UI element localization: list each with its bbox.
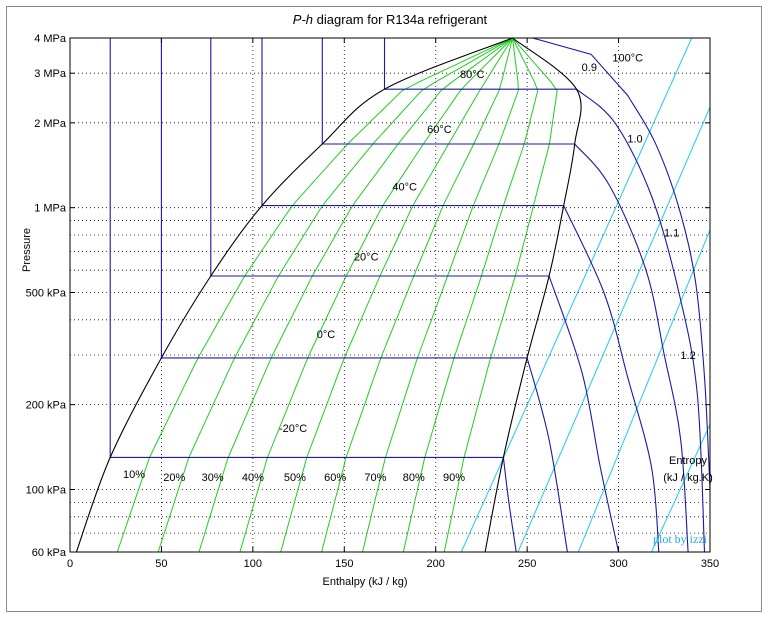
curves [75, 38, 710, 552]
labels: 0 50 100 150 200 250 300 350 60 kPa 100 kPa 200 kP… [26, 33, 720, 570]
chart-title: P-h diagram for R134a refrigerant [293, 12, 488, 27]
plot-frame [69, 37, 711, 553]
isotherm-line [261, 38, 660, 552]
isotherm-label: 60°C [427, 124, 452, 136]
quality-line [239, 38, 513, 552]
figure-border [6, 6, 762, 612]
y-axis-title: Pressure [21, 228, 33, 272]
plot-area [70, 38, 710, 552]
y-tick-label: 4 MPa [34, 33, 67, 45]
isotherm-line [321, 38, 689, 552]
quality-line [280, 38, 513, 552]
y-tick-label: 60 kPa [32, 547, 67, 559]
quality-line [198, 38, 513, 552]
grid [70, 38, 710, 552]
quality-line [157, 38, 513, 552]
isotherm-line [532, 38, 710, 490]
y-tick-label: 1 MPa [34, 203, 67, 215]
quality-label: 40% [242, 472, 264, 484]
x-tick-label: 50 [155, 558, 167, 570]
isotherm-line [210, 38, 620, 552]
quality-label: 60% [324, 472, 346, 484]
isotherm-label: 20°C [354, 251, 379, 263]
isentrope-label: 1.0 [627, 134, 642, 146]
quality-line [402, 38, 539, 552]
quality-line [321, 38, 513, 552]
quality-line [362, 38, 519, 552]
y-tick-label: 200 kPa [26, 400, 67, 412]
x-tick-label: 150 [335, 558, 353, 570]
isotherm-label: -20°C [279, 423, 307, 435]
x-tick-label: 300 [609, 558, 627, 570]
isotherm-label: 0°C [317, 329, 336, 341]
x-tick-label: 0 [67, 558, 73, 570]
quality-label: 70% [364, 472, 386, 484]
entropy-legend-title: Entropy [669, 455, 707, 467]
isentrope-label: 1.2 [680, 350, 695, 362]
saturated-vapor-curve [484, 38, 582, 552]
y-tick-label: 2 MPa [34, 118, 67, 130]
axis-ticks [69, 37, 711, 553]
isotherm-line [383, 38, 706, 552]
y-tick-label: 500 kPa [26, 288, 67, 300]
isentrope-line [517, 105, 710, 552]
x-tick-label: 350 [701, 558, 719, 570]
isentrope-label: 0.9 [582, 62, 597, 74]
isotherm-label: 80°C [460, 69, 485, 81]
isotherm-label: 40°C [392, 182, 417, 194]
plot-credit: plot by izzi [653, 532, 708, 546]
quality-label: 30% [202, 472, 224, 484]
isentrope-line [577, 228, 710, 552]
x-tick-label: 100 [244, 558, 262, 570]
y-tick-label: 100 kPa [26, 484, 67, 496]
isentrope-line [460, 38, 693, 552]
quality-label: 80% [403, 472, 425, 484]
isentrope-label: 1.1 [664, 228, 679, 240]
quality-label: 10% [123, 469, 145, 481]
x-tick-label: 200 [427, 558, 445, 570]
chart-title-rest: diagram for R134a refrigerant [313, 12, 488, 27]
isotherm-label: 100°C [612, 53, 643, 65]
y-tick-label: 3 MPa [34, 68, 67, 80]
quality-line [443, 38, 558, 552]
quality-label: 90% [443, 472, 465, 484]
isotherm-line [109, 38, 517, 552]
quality-label: 50% [284, 472, 306, 484]
entropy-legend-unit: (kJ / kg.K) [663, 472, 713, 484]
saturated-liquid-curve [75, 38, 513, 552]
quality-label: 20% [163, 472, 185, 484]
quality-line [116, 38, 513, 552]
x-axis-title: Enthalpy (kJ / kg) [323, 576, 408, 588]
x-tick-label: 250 [518, 558, 536, 570]
chart-title-italic: P-h [293, 12, 313, 27]
isotherm-line [160, 38, 568, 552]
